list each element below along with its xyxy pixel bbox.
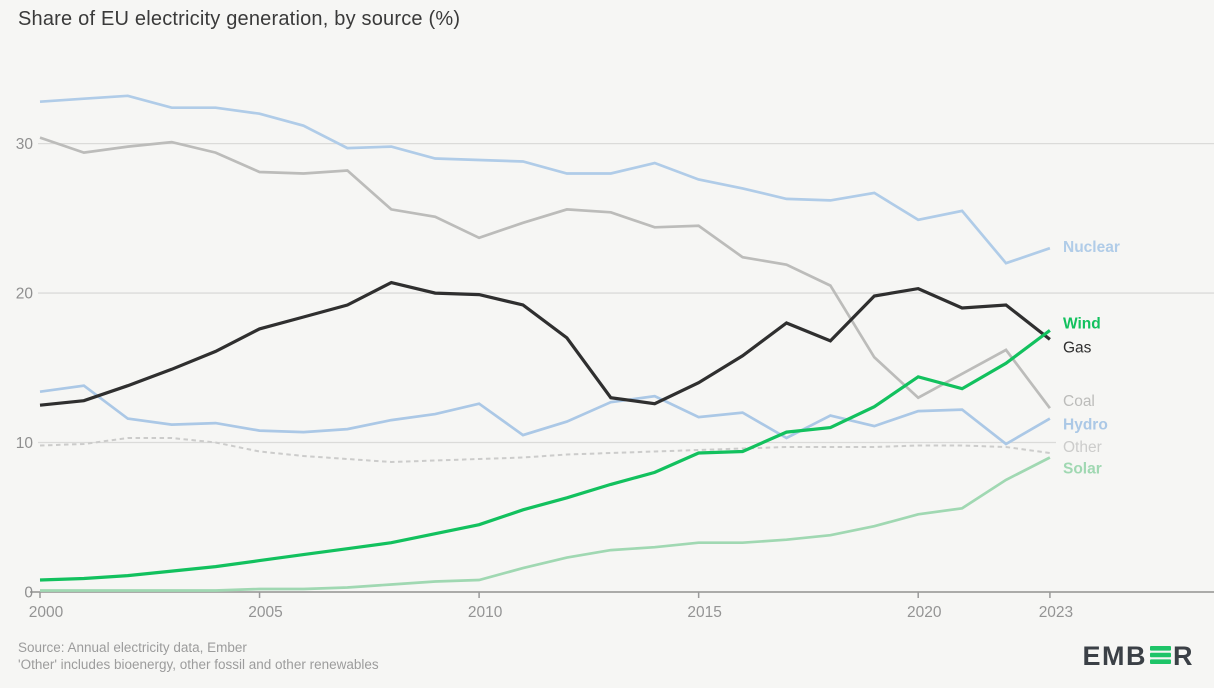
- series-label-nuclear: Nuclear: [1063, 239, 1120, 256]
- y-tick-label-0: 0: [24, 585, 33, 602]
- series-line-solar: [40, 456, 1051, 592]
- series-label-other: Other: [1063, 439, 1102, 456]
- series-label-coal: Coal: [1063, 393, 1095, 410]
- series-label-wind: Wind: [1063, 315, 1101, 332]
- series-line-wind: [39, 329, 1051, 582]
- logo-green-e-icon: [1150, 641, 1171, 672]
- series-label-gas: Gas: [1063, 339, 1092, 356]
- series-line-other: [39, 437, 1051, 464]
- y-tick-label-30: 30: [16, 136, 34, 153]
- ember-logo: EMB R: [1083, 641, 1195, 672]
- x-tick-label-2000: 2000: [29, 604, 64, 621]
- x-tick-label-2015: 2015: [687, 604, 721, 621]
- logo-text-suffix: R: [1173, 641, 1194, 671]
- x-tick-label-2005: 2005: [248, 604, 282, 621]
- x-tick-label-2023: 2023: [1039, 604, 1073, 621]
- x-tick-label-2020: 2020: [907, 604, 942, 621]
- y-tick-label-10: 10: [16, 435, 34, 452]
- x-tick-label-2010: 2010: [468, 604, 503, 621]
- series-line-nuclear: [39, 94, 1051, 265]
- logo-text-prefix: EMB: [1082, 641, 1147, 671]
- source-note: Source: Annual electricity data, Ember '…: [18, 639, 379, 673]
- series-line-hydro: [39, 384, 1051, 446]
- other-definition-line: 'Other' includes bioenergy, other fossil…: [18, 657, 379, 672]
- y-tick-label-20: 20: [16, 286, 34, 303]
- series-label-solar: Solar: [1063, 460, 1102, 477]
- series-line-coal: [39, 136, 1051, 410]
- chart-title: Share of EU electricity generation, by s…: [18, 8, 461, 30]
- series-line-gas: [39, 280, 1051, 407]
- series-label-hydro: Hydro: [1063, 417, 1108, 434]
- source-line: Source: Annual electricity data, Ember: [18, 640, 247, 655]
